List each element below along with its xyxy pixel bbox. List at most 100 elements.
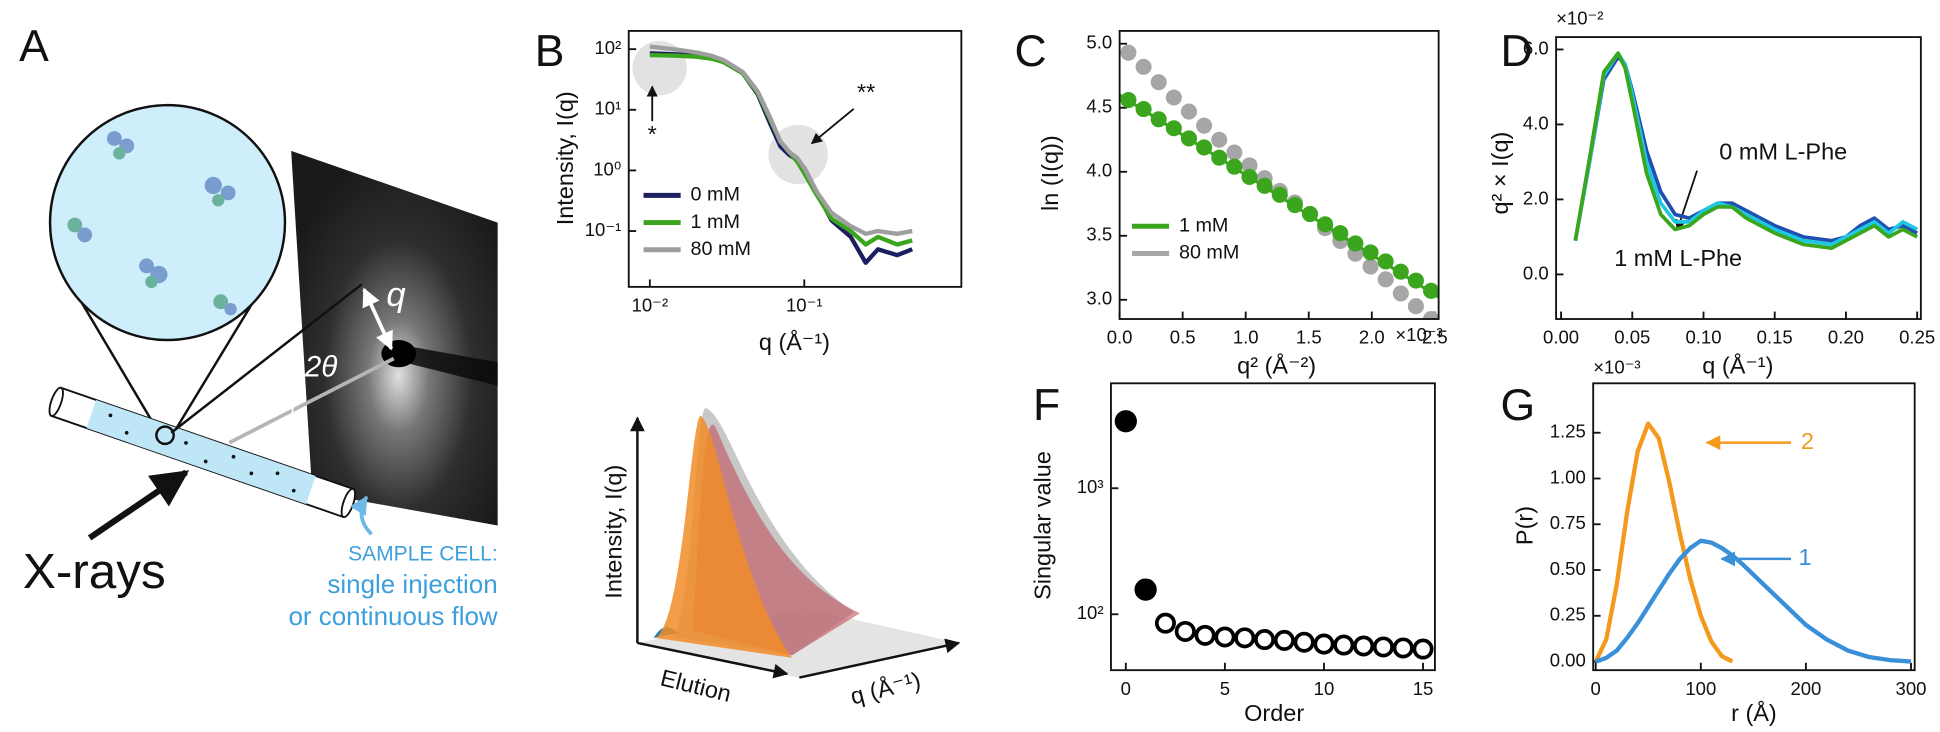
- x-axis-label: q² (Å⁻²): [1237, 351, 1316, 378]
- plot-area: [1573, 51, 1919, 251]
- dot: [184, 441, 188, 445]
- data-line: [1594, 538, 1912, 664]
- xray-arrow: [87, 469, 190, 541]
- x-tick-label: 0: [1121, 678, 1131, 699]
- blob: [213, 294, 229, 310]
- cell-title: SAMPLE CELL:: [348, 543, 498, 566]
- axis-arrow: [637, 641, 789, 679]
- data-point: [1196, 117, 1213, 134]
- data-line: [649, 44, 913, 236]
- x-tick-label: 0.10: [1685, 327, 1721, 348]
- y-tick-label: 10²: [595, 37, 622, 58]
- protein: [204, 176, 236, 207]
- panel-letter: F: [1033, 381, 1060, 430]
- plot-area: [1593, 421, 1912, 664]
- y-tick-label: 3.0: [1086, 288, 1112, 309]
- x-tick-label: 0.00: [1543, 327, 1579, 348]
- panel-letter: B: [535, 27, 565, 76]
- data-point: [1377, 271, 1394, 288]
- legend-label: 80 mM: [1179, 242, 1239, 264]
- cell-mode: or continuous flow: [288, 601, 497, 631]
- x-tick-label: 15: [1413, 678, 1434, 699]
- dot: [108, 413, 113, 418]
- dot: [291, 488, 296, 493]
- axis-label: Intensity, I(q): [600, 465, 626, 599]
- x-tick-label: 200: [1790, 678, 1821, 699]
- blob: [212, 194, 225, 207]
- data-point: [1134, 578, 1157, 601]
- y-tick-label: 0.0: [1523, 262, 1549, 283]
- x-tick-label: 300: [1896, 678, 1927, 699]
- x-tick-label: 2.0: [1359, 327, 1385, 348]
- annotation: 1: [1798, 544, 1811, 570]
- axis-arrow: [799, 638, 961, 679]
- blob: [139, 258, 154, 274]
- proteins: [67, 131, 237, 316]
- illuminated-volume: [155, 425, 175, 446]
- y-tick-label: 0.50: [1550, 558, 1586, 579]
- y-axis-label: ln (I(q)): [1037, 135, 1063, 211]
- annotation-arrow: [810, 108, 855, 145]
- axis-label: Elution: [658, 664, 734, 707]
- protein: [106, 131, 135, 160]
- x-tick-label: 10⁻²: [632, 295, 669, 316]
- y-axis-label: q² × I(q): [1487, 132, 1513, 215]
- y-tick-label: 6.0: [1523, 37, 1549, 58]
- data-point: [1353, 635, 1375, 657]
- x-tick-label: 100: [1685, 678, 1716, 699]
- y-tick-label: 4.0: [1523, 112, 1549, 133]
- x-tick-label: 10⁻¹: [786, 295, 823, 316]
- data-point: [1150, 74, 1167, 91]
- panel-letter: C: [1015, 27, 1047, 76]
- xray-label: X-rays: [23, 544, 166, 599]
- blob: [67, 217, 83, 233]
- y-tick-label: 1.25: [1550, 421, 1586, 442]
- plot-area: [649, 44, 914, 265]
- blob: [145, 275, 158, 289]
- blob: [77, 227, 93, 243]
- sample-fluid: [86, 399, 316, 505]
- y-tick-label: 10¹: [595, 98, 622, 119]
- dot: [249, 471, 254, 476]
- y-tick-label: 0.75: [1550, 512, 1586, 533]
- panel-letter: D: [1500, 27, 1532, 76]
- plot-frame: [1118, 29, 1440, 320]
- cell-mode: single injection: [327, 569, 497, 599]
- data-point: [1313, 633, 1335, 655]
- data-line: [1593, 421, 1734, 664]
- panel-a: A q 2θ X-rays: [19, 22, 498, 631]
- axis-multiplier: ×10⁻³: [1593, 356, 1640, 377]
- data-point: [1135, 58, 1152, 75]
- y-axis-label: Singular value: [1029, 451, 1055, 600]
- angle-arc: [291, 377, 306, 413]
- axis-multiplier: ×10⁻²: [1556, 8, 1603, 29]
- legend-label: 1 mM: [1179, 214, 1228, 236]
- peak: [655, 415, 792, 658]
- fit-line: [1119, 93, 1439, 299]
- x-tick-label: 5: [1220, 678, 1230, 699]
- x-tick-label: 0.05: [1614, 327, 1650, 348]
- data-point: [1423, 310, 1439, 320]
- y-axis-label: Intensity, I(q): [552, 91, 578, 225]
- y-tick-label: 3.5: [1086, 224, 1112, 245]
- plot-frame: [627, 29, 963, 288]
- x-axis-label: Order: [1244, 700, 1304, 726]
- data-point: [1194, 624, 1216, 646]
- panel-letter: A: [19, 22, 49, 71]
- dot: [275, 471, 280, 476]
- data-point: [1154, 612, 1176, 634]
- plot-area: [1119, 44, 1439, 320]
- beamstop-arm: [408, 346, 498, 386]
- blob: [224, 302, 237, 316]
- data-point: [1120, 44, 1137, 61]
- elution-schematic: Intensity, I(q) Elution q (Å⁻¹): [600, 408, 961, 709]
- data-point: [1293, 631, 1315, 653]
- blob: [113, 147, 126, 160]
- y-axis-label: P(r): [1512, 506, 1538, 545]
- annotation: **: [857, 79, 875, 105]
- plot-frame: [1592, 382, 1916, 672]
- y-tick-label: 4.0: [1086, 160, 1112, 181]
- x-tick-label: 0.20: [1828, 327, 1864, 348]
